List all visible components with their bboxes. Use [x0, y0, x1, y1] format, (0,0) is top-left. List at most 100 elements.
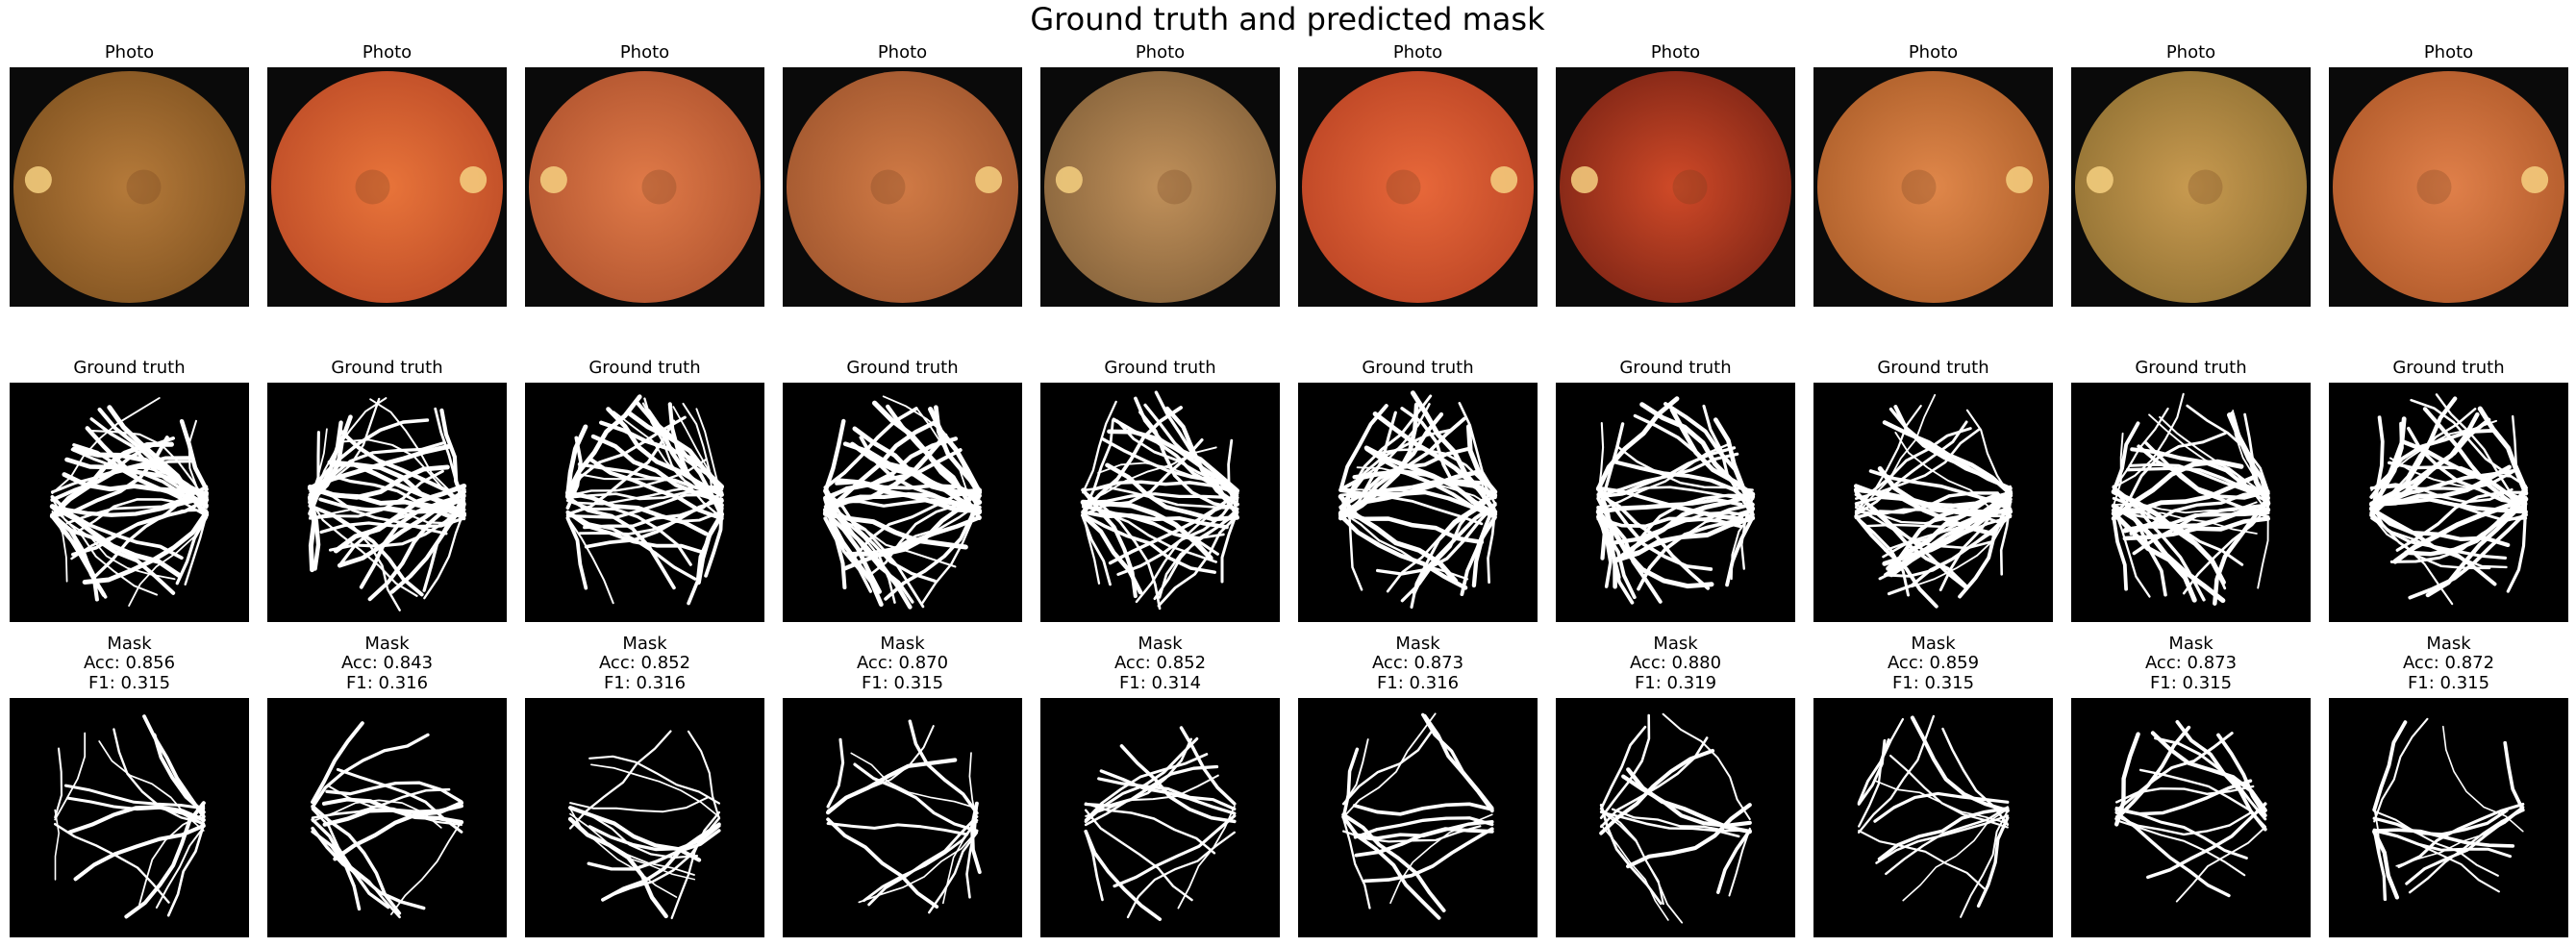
vessel — [842, 441, 982, 498]
vessel — [1097, 777, 1237, 811]
vessel — [853, 489, 982, 560]
vessel — [886, 404, 982, 520]
fundus — [1044, 71, 1276, 303]
vessel — [824, 508, 896, 604]
vessel — [2115, 811, 2251, 836]
vessel — [2114, 810, 2231, 898]
vessel — [2113, 407, 2169, 490]
truth-title: Ground truth — [1104, 358, 1215, 378]
mask-f1: F1: 0.315 — [2408, 673, 2489, 693]
vessel — [1599, 810, 1740, 838]
vessel — [1164, 406, 1239, 507]
truth-title: Ground truth — [1362, 358, 1473, 378]
optic-disc — [975, 166, 1003, 194]
macula — [1386, 169, 1421, 205]
vessel — [2370, 516, 2508, 569]
optic-disc — [24, 166, 52, 194]
vessel — [568, 806, 702, 862]
vessel — [1119, 744, 1237, 824]
mask-background — [2329, 698, 2568, 937]
vessel — [1595, 396, 1680, 491]
mask-f1: F1: 0.316 — [1377, 673, 1459, 693]
vessel — [1338, 512, 1468, 590]
vessel — [590, 763, 720, 818]
vessel — [568, 730, 672, 830]
vessel — [311, 804, 402, 915]
vessel — [325, 472, 466, 521]
vessel — [2257, 515, 2269, 589]
macula — [2416, 169, 2452, 205]
vessel — [333, 483, 467, 554]
mask-f1: F1: 0.319 — [1635, 673, 1716, 693]
truth-vessels — [1080, 390, 1240, 611]
vessel — [1626, 803, 1752, 869]
vessel — [2503, 740, 2525, 812]
vessel — [569, 796, 709, 813]
vessel — [2115, 819, 2246, 877]
vessel — [2512, 414, 2527, 488]
mask-title: Mask — [1395, 634, 1440, 654]
mask-f1: F1: 0.316 — [346, 673, 428, 693]
macula — [870, 169, 906, 205]
vessel — [1081, 406, 1183, 515]
vessel — [423, 509, 465, 600]
vessel — [311, 733, 430, 810]
mask-accuracy: Acc: 0.843 — [341, 653, 433, 673]
vessel — [2150, 731, 2267, 812]
vessel — [2111, 511, 2197, 603]
vessel — [325, 781, 463, 804]
vessel — [1084, 736, 1199, 823]
vessel — [308, 469, 444, 520]
vessel — [2114, 732, 2234, 812]
photo-title: Photo — [620, 42, 669, 62]
vessel — [1115, 419, 1239, 501]
vessel — [928, 831, 979, 914]
optic-disc — [539, 166, 567, 194]
mask-title: Mask — [107, 634, 152, 654]
truth-vessels — [49, 397, 210, 607]
vessel — [934, 405, 982, 493]
mask-title: Mask — [364, 634, 410, 654]
truth-title: Ground truth — [2392, 358, 2504, 378]
vessel — [2112, 421, 2140, 493]
vessel — [1596, 486, 1743, 507]
vessel — [311, 830, 362, 911]
vessel — [1595, 510, 1714, 589]
photo-title: Photo — [105, 42, 154, 62]
photo-title: Photo — [1393, 42, 1442, 62]
vessel — [327, 785, 463, 827]
vessel — [823, 486, 914, 604]
mask-title: Mask — [880, 634, 925, 654]
truth-vessels — [564, 394, 725, 606]
vessel — [587, 829, 721, 871]
vessel — [2389, 513, 2528, 563]
vessel — [1599, 725, 1647, 810]
vessel — [1599, 736, 1709, 829]
vessel — [1941, 727, 2010, 827]
vessel — [1874, 780, 2009, 825]
vessel — [884, 492, 982, 601]
vessel — [1339, 510, 1469, 581]
optic-disc — [2521, 166, 2549, 194]
vessel — [823, 407, 918, 489]
vessel — [311, 808, 401, 919]
vessel — [1616, 445, 1754, 491]
macula — [1672, 169, 1708, 205]
vessel — [138, 812, 205, 906]
vessel — [1179, 726, 1237, 806]
vessel — [155, 826, 205, 909]
mask-background — [1556, 698, 1795, 937]
vessel — [569, 808, 678, 898]
vessel — [1663, 402, 1755, 517]
vessel — [2369, 396, 2458, 518]
mask-vessels — [1341, 712, 1494, 920]
vessel — [1958, 486, 2013, 599]
vessel — [1135, 499, 1238, 604]
vessel — [2372, 828, 2513, 859]
photo-title: Photo — [363, 42, 412, 62]
vessel — [826, 822, 969, 836]
optic-disc — [1570, 166, 1598, 194]
vessel — [1885, 806, 2009, 876]
mask-f1: F1: 0.315 — [88, 673, 170, 693]
